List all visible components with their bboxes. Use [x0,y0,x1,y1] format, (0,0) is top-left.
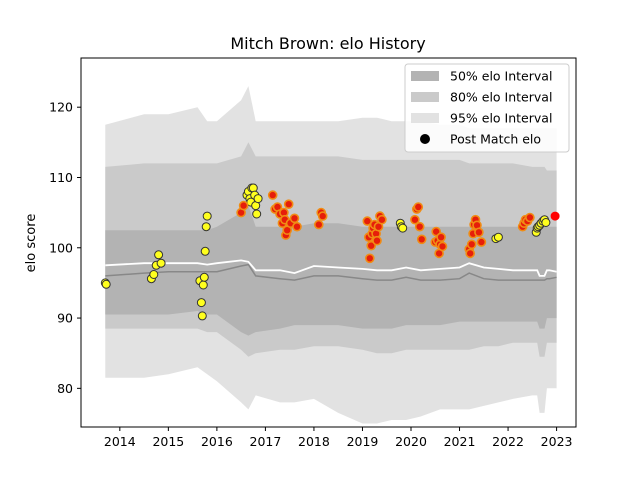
data-point-yellow [398,223,408,233]
median-50-line [105,263,557,281]
y-tick-label: 100 [49,240,73,255]
data-point-red [364,253,375,264]
axes: 2014 2015 2016 2017 2018 2019 2020 2021 2022 2023… [49,57,577,449]
data-point-red [466,239,477,250]
x-tick-label: 2018 [298,434,330,449]
y-tick-label: 90 [57,311,73,326]
data-point-red [476,237,487,247]
legend-label: 50% elo Interval [450,69,552,84]
data-point-red [267,190,278,200]
plot-content [100,86,560,424]
y-tick-label: 120 [49,100,73,115]
data-point-yellow [154,250,164,260]
data-point-red [410,214,420,225]
data-point-yellow [493,232,503,242]
data-point-yellow [253,194,263,204]
chart-title: Mitch Brown: elo History [230,34,425,53]
x-tick-label: 2015 [152,434,184,449]
plot-area [100,86,560,424]
data-point-yellow [200,246,210,256]
y-tick-label: 80 [57,381,73,396]
data-point-red [372,235,382,246]
data-point-red [238,200,249,211]
data-point-red [436,232,446,242]
data-point-red [292,221,302,232]
legend-swatch-band [411,71,439,81]
data-point-red [465,248,476,259]
data-point-red [437,241,448,252]
data-point-red [283,199,294,209]
legend: 50% elo Interval 80% elo Interval 95% elo … [404,63,570,153]
data-point-yellow [198,280,208,290]
x-tick-label: 2023 [541,434,573,449]
data-point-yellow [196,298,206,308]
x-tick-label: 2014 [104,434,136,449]
data-point-red [366,240,377,251]
legend-marker-point [420,134,430,144]
data-point-red [414,221,425,232]
x-tick-label: 2022 [492,434,524,449]
data-point-yellow [248,183,258,193]
x-tick-label: 2019 [347,434,379,449]
legend-swatch-band [411,92,439,102]
legend-label: Post Match elo [450,132,541,147]
data-point-yellow [201,222,211,232]
data-point-red [289,213,300,224]
legend-box [404,63,570,153]
data-point-red [362,216,373,226]
data-point-yellow [156,258,166,268]
y-axis-label: elo score [24,214,39,273]
x-tick-label: 2020 [395,434,427,449]
data-point-red [413,202,424,212]
x-tick-label: 2016 [201,434,233,449]
data-point-red [313,219,324,230]
data-point-yellow [199,272,209,282]
data-point-red [474,227,484,238]
data-point-red [377,214,387,225]
data-point-yellow [202,211,212,221]
data-point-yellow [197,311,207,321]
legend-swatch-band [411,113,439,123]
data-point-red [416,234,427,245]
data-point-yellow [149,270,159,279]
data-point-yellow [252,209,262,219]
legend-label: 80% elo Interval [450,90,552,105]
axes-frame [80,57,577,428]
legend-label: 95% elo Interval [450,111,552,126]
x-tick-label: 2021 [444,434,476,449]
data-point-yellow [101,279,111,289]
median-line [105,259,557,277]
y-tick-label: 110 [49,170,73,185]
data-point-yellow [541,218,551,227]
data-point-last [550,211,560,221]
data-point-red [525,212,535,223]
x-tick-label: 2017 [250,434,282,449]
data-point-red [317,211,328,221]
